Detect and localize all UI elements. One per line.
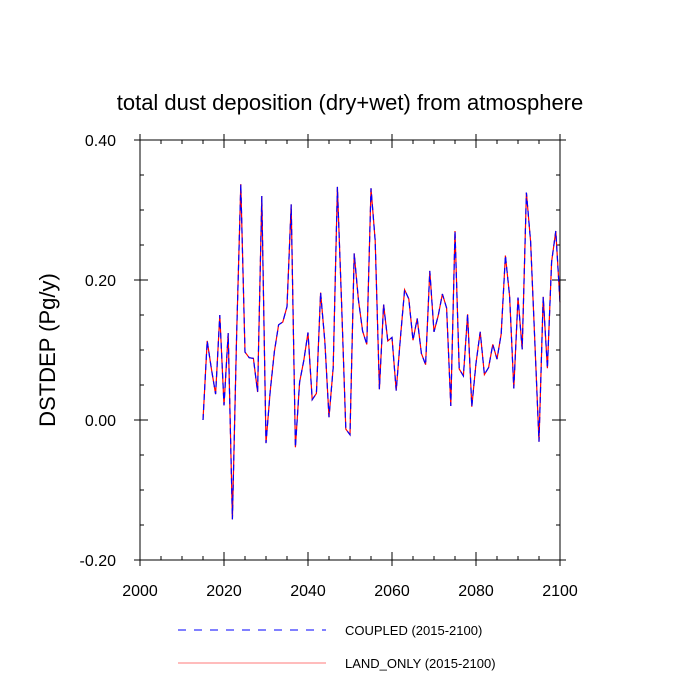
x-tick-label: 2020 xyxy=(206,583,242,600)
x-tick-label: 2100 xyxy=(542,583,578,600)
y-axis-label: DSTDEP (Pg/y) xyxy=(35,273,60,427)
x-tick-label: 2000 xyxy=(122,583,158,600)
legend: COUPLED (2015-2100) LAND_ONLY (2015-2100… xyxy=(178,623,496,671)
x-tick-label: 2040 xyxy=(290,583,326,600)
y-tick-label: 0.40 xyxy=(85,133,116,150)
axis-ticks xyxy=(134,134,566,566)
series-group xyxy=(202,184,561,520)
y-tick-label: 0.00 xyxy=(85,413,116,430)
x-tick-label: 2060 xyxy=(374,583,410,600)
plot-frame xyxy=(139,139,561,561)
chart-title: total dust deposition (dry+wet) from atm… xyxy=(117,90,584,115)
legend-label-land-only: LAND_ONLY (2015-2100) xyxy=(345,656,496,671)
legend-label-coupled: COUPLED (2015-2100) xyxy=(345,623,482,638)
series-line-coupled xyxy=(202,184,561,520)
tick-labels: 2000 2020 2040 2060 2080 2100 -0.20 0.00 0.20 0.4… xyxy=(80,133,578,600)
y-tick-label: -0.20 xyxy=(80,553,117,570)
x-tick-label: 2080 xyxy=(458,583,494,600)
y-tick-label: 0.20 xyxy=(85,273,116,290)
